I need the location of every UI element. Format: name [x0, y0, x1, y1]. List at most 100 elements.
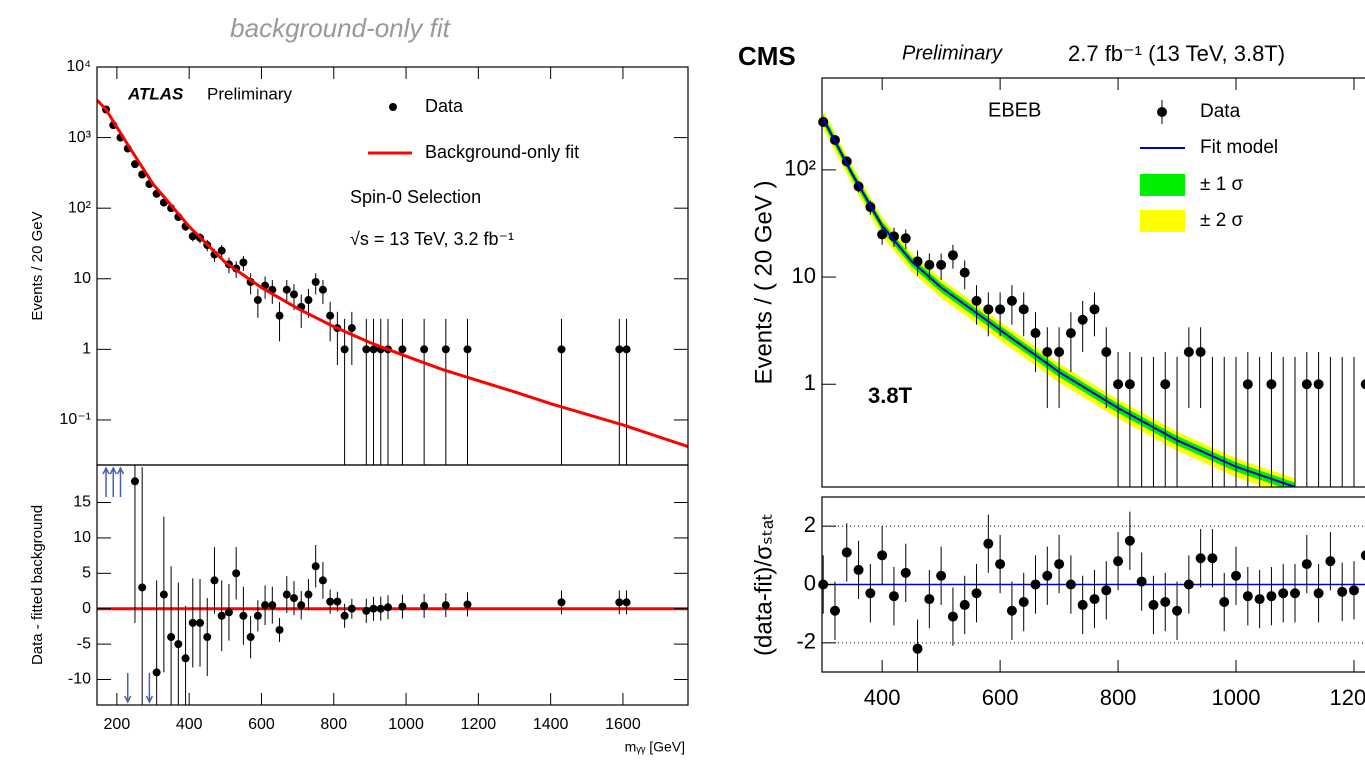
data-point	[253, 611, 262, 620]
data-point	[297, 601, 306, 610]
data-point	[463, 600, 472, 609]
legend-label: Fit model	[1200, 137, 1278, 158]
data-point	[1242, 379, 1253, 390]
data-point	[1042, 346, 1053, 357]
data-point	[1136, 576, 1147, 587]
data-point	[1195, 553, 1206, 564]
data-point	[936, 570, 947, 581]
data-point	[275, 625, 284, 634]
data-point	[1089, 594, 1100, 605]
y-tick-label: 10⁴	[66, 58, 91, 75]
data-point	[188, 618, 197, 627]
y-tick-label: 10³	[68, 129, 92, 146]
x-tick-label: 1400	[533, 716, 569, 733]
data-point	[1030, 328, 1041, 339]
legend-marker	[1157, 107, 1167, 117]
y-tick-label: 10²	[784, 156, 816, 181]
data-point	[1172, 605, 1183, 616]
data-point	[246, 633, 255, 642]
data-point	[188, 232, 197, 241]
data-point	[924, 259, 935, 270]
data-point	[340, 611, 349, 620]
data-point	[1348, 585, 1359, 596]
data-point	[1148, 599, 1159, 610]
data-point	[290, 290, 298, 299]
data-point	[239, 611, 248, 620]
data-point	[441, 601, 450, 610]
x-tick-label: 800	[1100, 685, 1137, 710]
x-tick-label: 200	[104, 716, 131, 733]
x-tick-label: 600	[982, 685, 1019, 710]
fit-line	[97, 99, 688, 448]
y-tick-label: -5	[77, 635, 91, 652]
data-point	[152, 668, 161, 677]
data-point	[1313, 588, 1324, 599]
x-tick-label: 600	[248, 716, 275, 733]
annotation: ATLAS	[127, 84, 184, 103]
data-point	[1160, 379, 1171, 390]
data-point	[1124, 379, 1135, 390]
y-tick-label: 10	[73, 270, 91, 287]
annotation: Preliminary	[207, 84, 293, 103]
y-axis-label: Events / 20 GeV	[29, 211, 46, 320]
data-point	[615, 598, 624, 607]
data-point	[174, 640, 183, 649]
data-point	[1077, 599, 1088, 610]
annotation: √s = 13 TeV, 3.2 fb⁻¹	[350, 229, 514, 249]
x-tick-label: 1600	[605, 716, 641, 733]
data-point	[888, 231, 899, 242]
legend-swatch	[1140, 174, 1185, 196]
x-tick-label: 400	[176, 716, 203, 733]
off-scale-arrow	[116, 466, 125, 497]
y-tick-label: -10	[68, 671, 91, 688]
data-point	[1160, 597, 1171, 607]
data-point	[1242, 591, 1253, 602]
data-point	[877, 229, 888, 240]
y-tick-label: 0	[804, 570, 816, 595]
data-point	[1207, 553, 1218, 564]
data-point	[318, 576, 327, 585]
data-point	[1077, 314, 1088, 325]
data-point	[1301, 559, 1312, 570]
data-point	[326, 311, 335, 320]
data-point	[1254, 594, 1265, 605]
data-point	[282, 285, 291, 294]
data-point	[261, 601, 270, 610]
data-point	[1124, 535, 1135, 546]
data-point	[138, 583, 147, 592]
data-point	[1266, 591, 1277, 602]
fit-line	[822, 118, 1296, 487]
data-point	[995, 304, 1006, 315]
y-axis-label: Events / ( 20 GeV )	[750, 180, 777, 384]
data-point	[877, 550, 888, 561]
data-point	[983, 304, 994, 315]
data-point	[1042, 570, 1053, 581]
data-point	[369, 604, 378, 613]
y-tick-label: 15	[73, 494, 91, 511]
data-point	[311, 562, 320, 571]
y-tick-label: 1	[804, 370, 816, 395]
data-point	[304, 590, 313, 599]
data-point	[995, 559, 1006, 570]
data-point	[1266, 379, 1277, 390]
annotation: 2.7 fb⁻¹ (13 TeV, 3.8T)	[1068, 41, 1285, 66]
data-point	[1006, 605, 1017, 616]
data-point	[1018, 304, 1029, 315]
data-point	[1113, 556, 1124, 567]
data-point	[1290, 588, 1301, 599]
data-point	[1195, 346, 1206, 357]
data-point	[268, 601, 277, 610]
data-point	[196, 618, 205, 627]
y-tick-label: 0	[82, 600, 91, 617]
data-point	[615, 345, 624, 354]
data-point	[311, 277, 320, 286]
data-point	[1113, 379, 1124, 390]
data-point	[376, 604, 385, 613]
data-point	[1054, 346, 1065, 357]
data-point	[217, 611, 226, 620]
data-point	[130, 160, 139, 169]
y-tick-label: -2	[796, 629, 816, 654]
data-point	[1089, 304, 1100, 315]
frame	[821, 77, 1365, 488]
data-point	[232, 569, 241, 578]
